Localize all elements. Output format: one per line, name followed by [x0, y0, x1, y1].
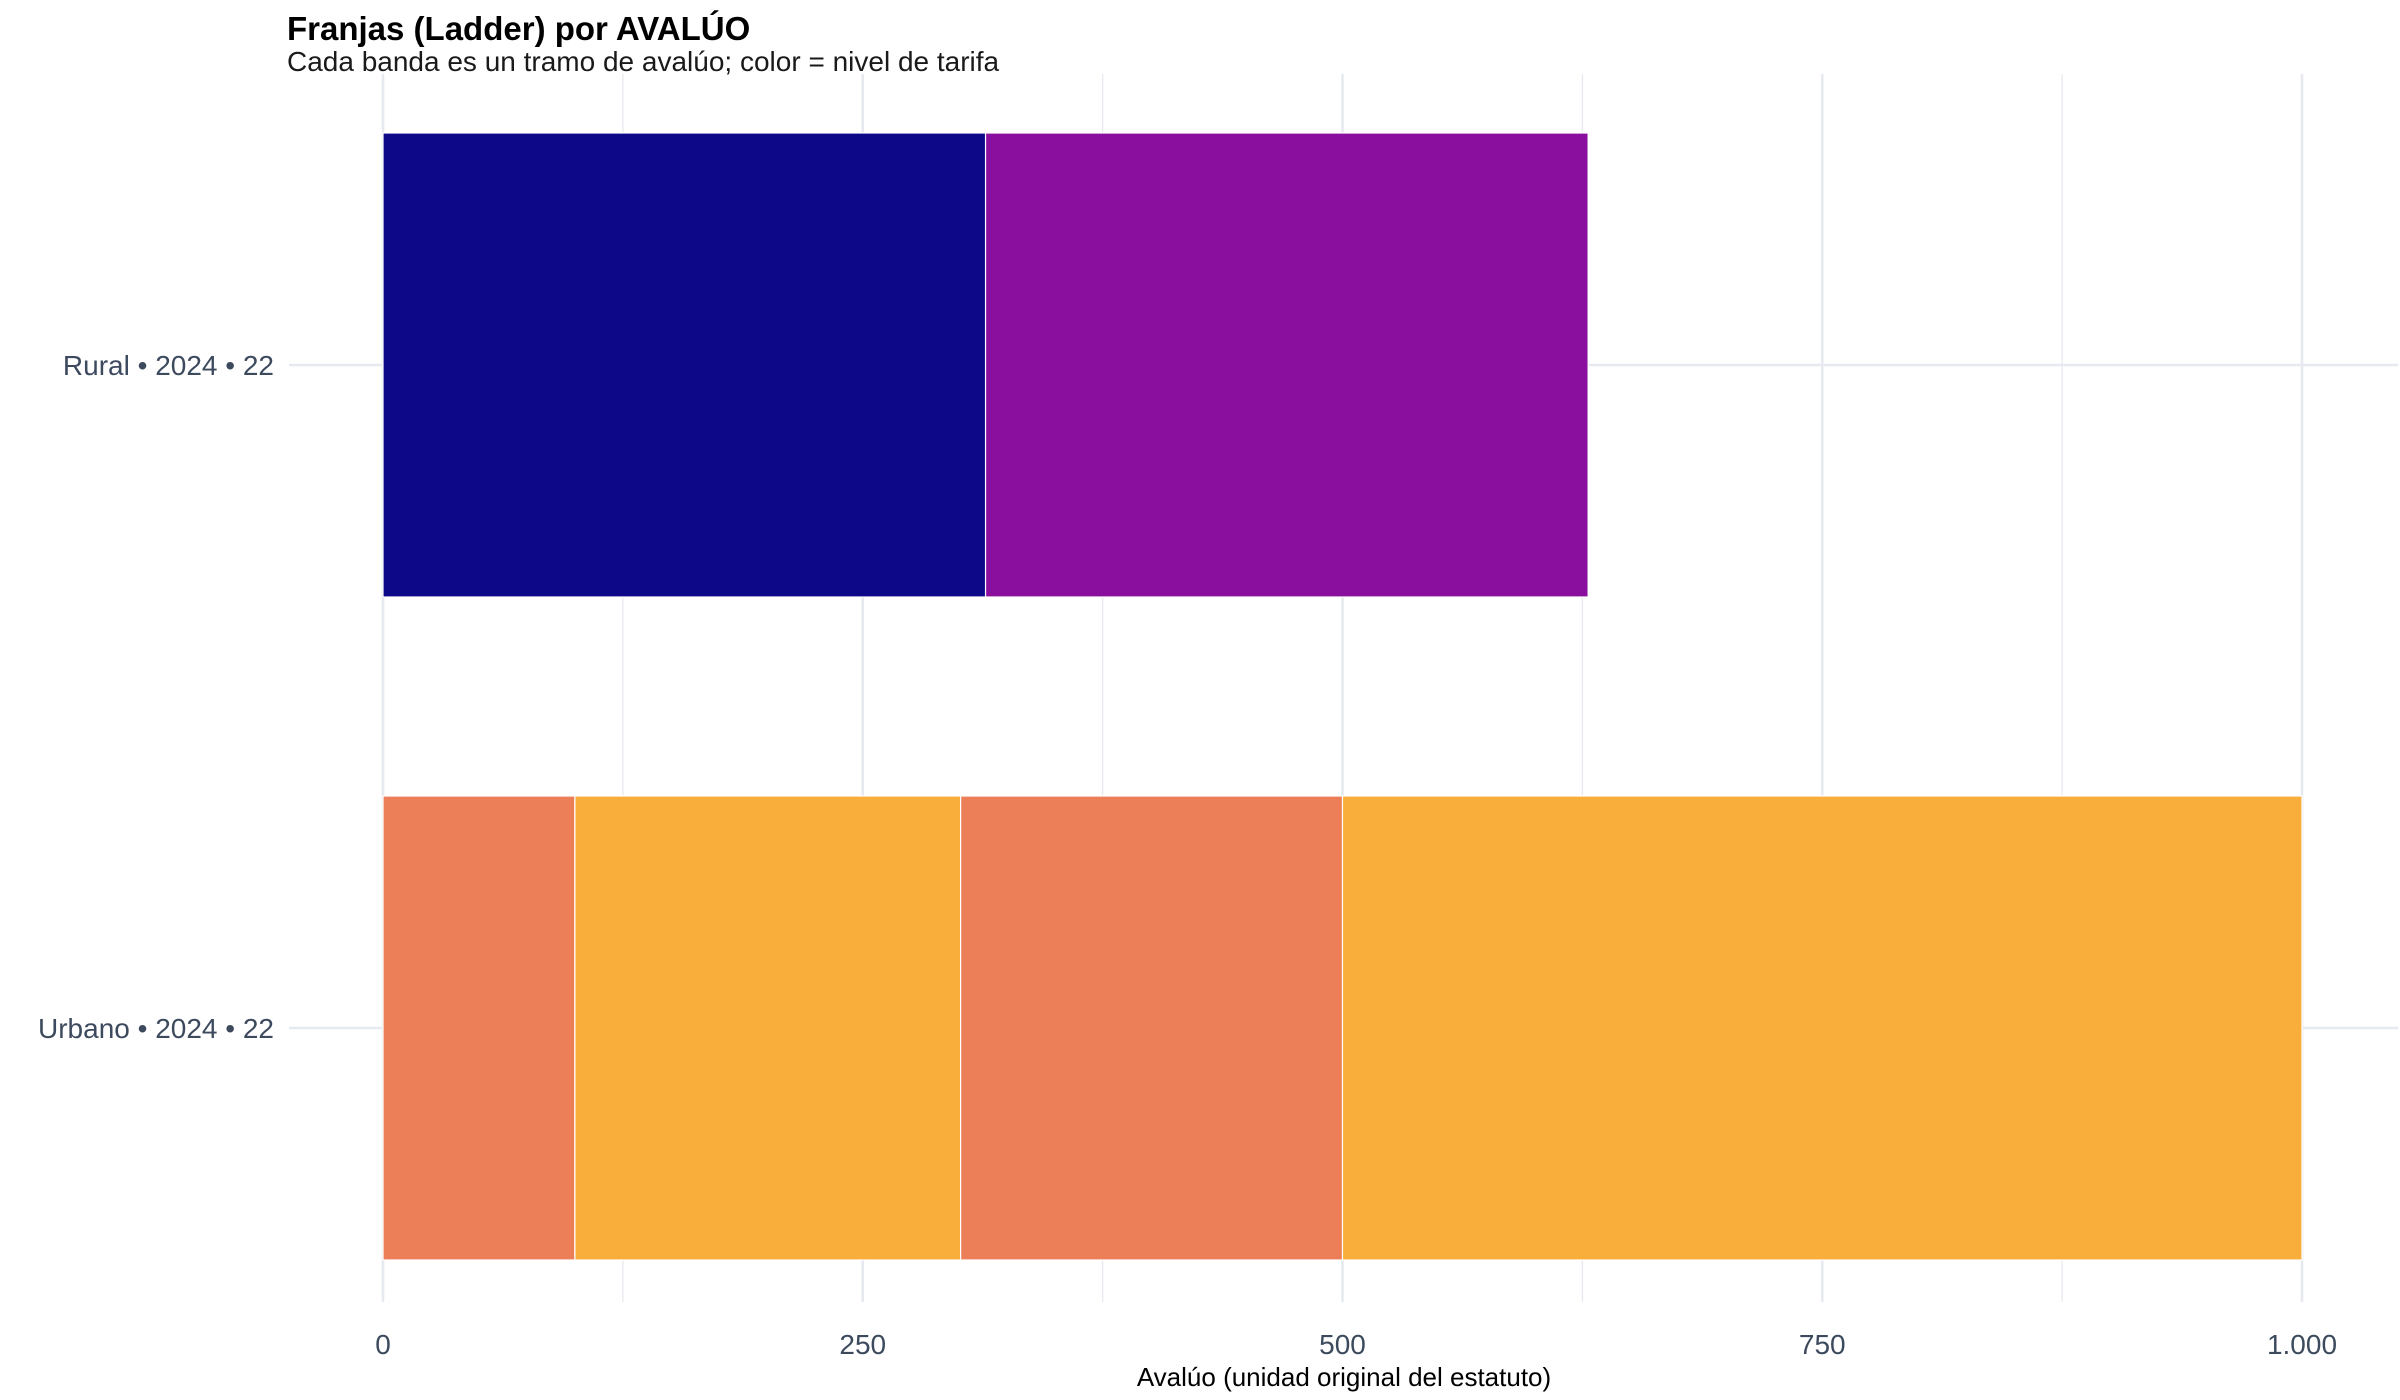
bar-segment — [984, 132, 1589, 598]
x-tick-label: 500 — [1319, 1329, 1366, 1360]
x-tick-label: 1.000 — [2267, 1329, 2337, 1360]
chart-subtitle: Cada banda es un tramo de avalúo; color … — [287, 46, 1000, 77]
bar-segment — [382, 795, 576, 1261]
x-tick-label: 750 — [1799, 1329, 1846, 1360]
chart-title: Franjas (Ladder) por AVALÚO — [287, 10, 751, 47]
x-axis-title: Avalúo (unidad original del estatuto) — [1137, 1362, 1551, 1392]
bar-segment — [960, 795, 1344, 1261]
bar-segment — [574, 795, 962, 1261]
x-tick-label: 250 — [839, 1329, 886, 1360]
bar-segment — [1341, 795, 2303, 1261]
y-tick-label: Rural • 2024 • 22 — [63, 350, 274, 381]
bar-segment — [382, 132, 987, 598]
y-tick-label: Urbano • 2024 • 22 — [38, 1013, 274, 1044]
x-tick-label: 0 — [375, 1329, 391, 1360]
